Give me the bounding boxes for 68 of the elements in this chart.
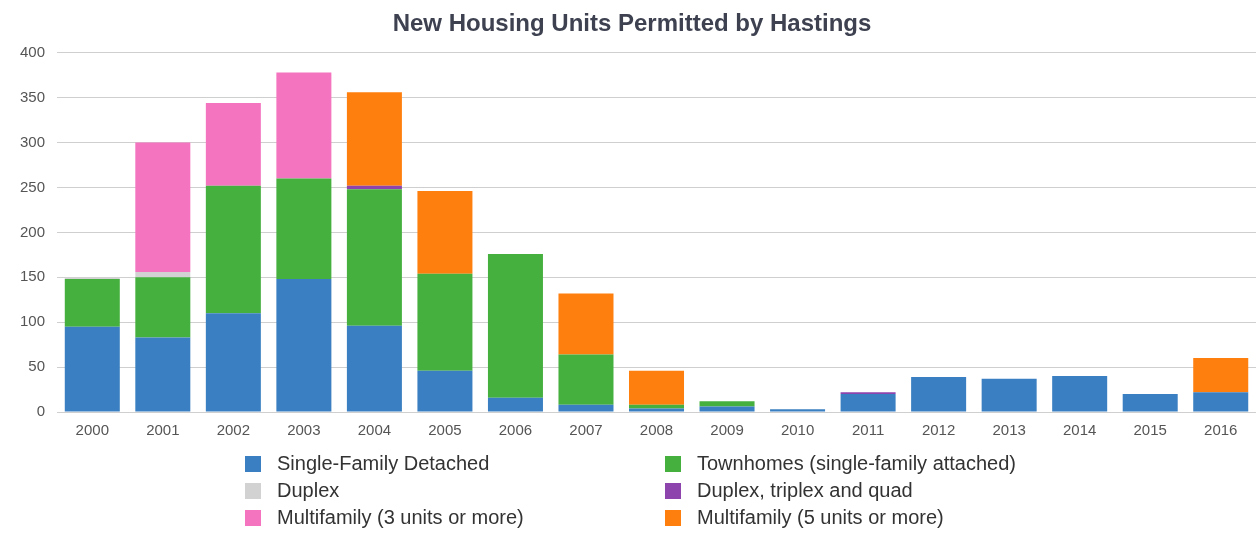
bar [981, 378, 1037, 412]
legend-label: Single-Family Detached [277, 452, 490, 475]
bar [64, 326, 120, 412]
bar [558, 404, 614, 412]
x-tick-label: 2002 [216, 421, 251, 439]
legend-label: Duplex, triplex and quad [697, 479, 913, 502]
legend-label: Multifamily (3 units or more) [277, 506, 524, 529]
bar [629, 370, 685, 405]
y-tick-label: 200 [20, 222, 46, 240]
x-tick-label: 2008 [639, 421, 674, 439]
x-tick-label: 2013 [992, 421, 1026, 439]
bar [64, 279, 120, 327]
bar [770, 409, 826, 412]
x-tick-label: 2005 [428, 421, 462, 439]
bar [840, 394, 896, 412]
x-tick-label: 2014 [1062, 421, 1097, 439]
y-tick-label: 0 [36, 402, 46, 420]
bar [205, 185, 261, 314]
x-tick-label: 2012 [921, 421, 956, 439]
x-tick-label: 2015 [1133, 421, 1167, 439]
bar [205, 313, 261, 412]
x-tick-label: 2007 [569, 421, 603, 439]
bar [135, 277, 191, 338]
x-tick-label: 2009 [710, 421, 744, 439]
bar [629, 408, 685, 412]
chart-title: New Housing Units Permitted by Hastings [392, 9, 872, 37]
y-tick-label: 400 [20, 42, 46, 60]
bar [276, 279, 332, 412]
bar [1052, 376, 1108, 412]
bar [205, 103, 261, 186]
x-tick-label: 2011 [851, 421, 885, 439]
legend-label: Multifamily (5 units or more) [697, 506, 944, 529]
bar [487, 253, 543, 398]
legend-label: Duplex [277, 479, 340, 502]
y-tick-label: 50 [28, 357, 46, 375]
bar [1122, 394, 1178, 412]
bar [346, 189, 402, 326]
y-tick-label: 100 [20, 312, 46, 330]
y-tick-label: 300 [20, 132, 46, 150]
y-tick-label: 250 [20, 177, 46, 195]
y-tick-label: 350 [20, 87, 46, 105]
x-tick-label: 2000 [75, 421, 109, 439]
y-tick-label: 150 [20, 267, 46, 285]
bar [558, 293, 614, 355]
x-tick-label: 2006 [498, 421, 533, 439]
bar [699, 401, 755, 407]
x-tick-label: 2001 [146, 421, 180, 439]
bar [417, 191, 473, 274]
bar [135, 271, 191, 278]
bar [276, 178, 332, 280]
bar [1193, 358, 1249, 393]
x-tick-label: 2004 [357, 421, 392, 439]
bar [699, 406, 755, 412]
x-tick-label: 2003 [287, 421, 321, 439]
bar [558, 354, 614, 405]
legend-label: Townhomes (single-family attached) [697, 452, 1017, 475]
x-tick-label: 2010 [780, 421, 815, 439]
x-tick-label: 2016 [1204, 421, 1238, 439]
bar [346, 325, 402, 412]
bar [135, 337, 191, 412]
bar [1193, 392, 1249, 412]
bar [276, 72, 332, 179]
bar [417, 370, 473, 412]
bar [487, 397, 543, 412]
bar [417, 273, 473, 371]
bar [346, 92, 402, 186]
bar [911, 376, 967, 412]
bar [135, 142, 191, 272]
